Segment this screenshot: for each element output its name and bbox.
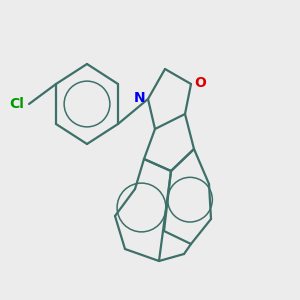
Text: O: O	[194, 76, 206, 90]
Text: Cl: Cl	[9, 97, 24, 111]
Text: N: N	[134, 91, 146, 105]
